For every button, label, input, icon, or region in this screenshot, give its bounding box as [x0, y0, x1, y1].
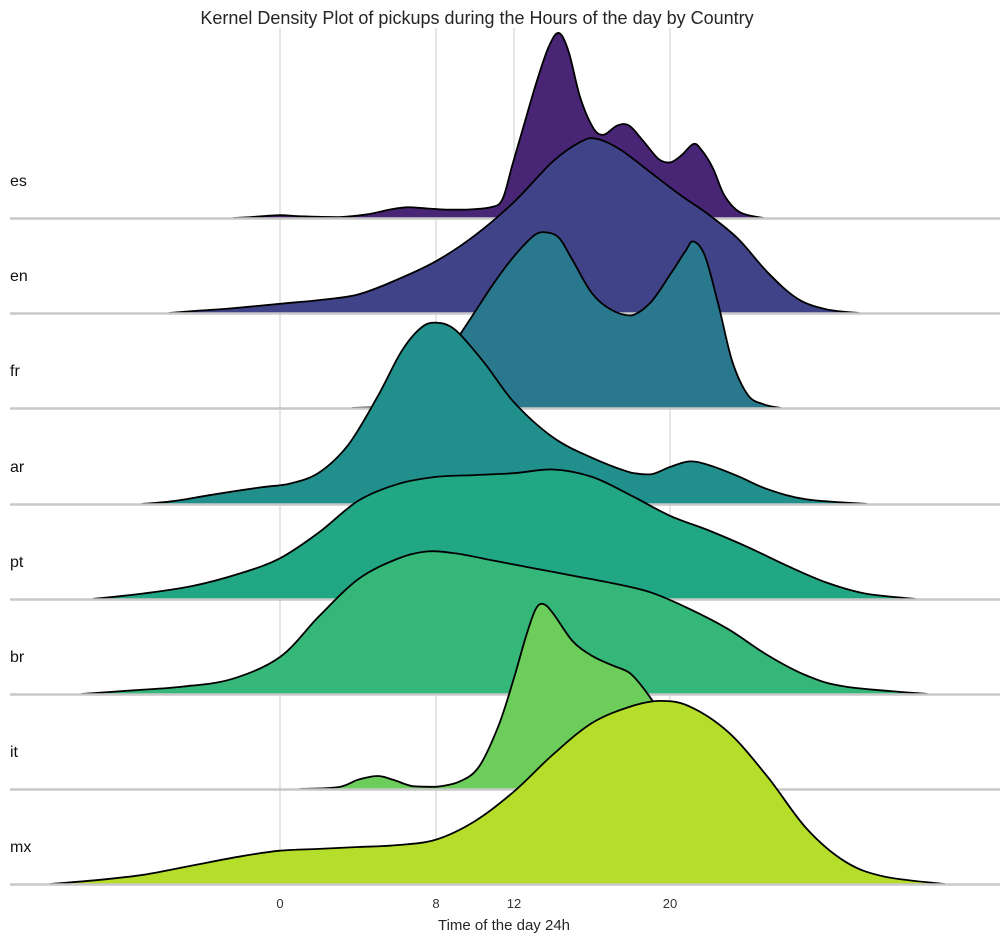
row-label-en: en [10, 268, 28, 285]
x-tick-label-0: 0 [276, 896, 283, 911]
ridge-outline-en [168, 137, 860, 314]
ridge-outline-es [233, 32, 764, 219]
x-axis-label: Time of the day 24h [438, 917, 570, 934]
density-ridges: es en fr ar pt br it mx [10, 32, 1000, 886]
ridge-outline-mx [49, 699, 946, 885]
row-label-es: es [10, 173, 27, 190]
ridge-area-es [233, 32, 764, 218]
row-label-pt: pt [10, 554, 24, 571]
row-label-fr: fr [10, 363, 20, 380]
ridge-area-mx [49, 700, 945, 884]
row-label-it: it [10, 744, 19, 761]
ridge-br: br [10, 550, 1000, 696]
ridge-area-pt [92, 469, 916, 599]
x-tick-label-20: 20 [663, 896, 677, 911]
x-tick-label-12: 12 [507, 896, 521, 911]
x-tick-label-8: 8 [432, 896, 439, 911]
ridge-es: es [10, 32, 1000, 220]
chart-title: Kernel Density Plot of pickups during th… [200, 8, 753, 28]
ridge-mx: mx [10, 699, 1000, 886]
ridge-outline-br [81, 550, 928, 695]
x-tick-labels: 0 8 12 20 [276, 896, 677, 911]
ridge-area-br [81, 551, 928, 694]
row-label-ar: ar [10, 459, 25, 476]
ridge-outline-pt [92, 468, 916, 600]
ridge-area-ar [141, 322, 868, 504]
row-label-mx: mx [10, 839, 31, 856]
ridge-outline-ar [141, 321, 868, 505]
row-label-br: br [10, 649, 25, 666]
